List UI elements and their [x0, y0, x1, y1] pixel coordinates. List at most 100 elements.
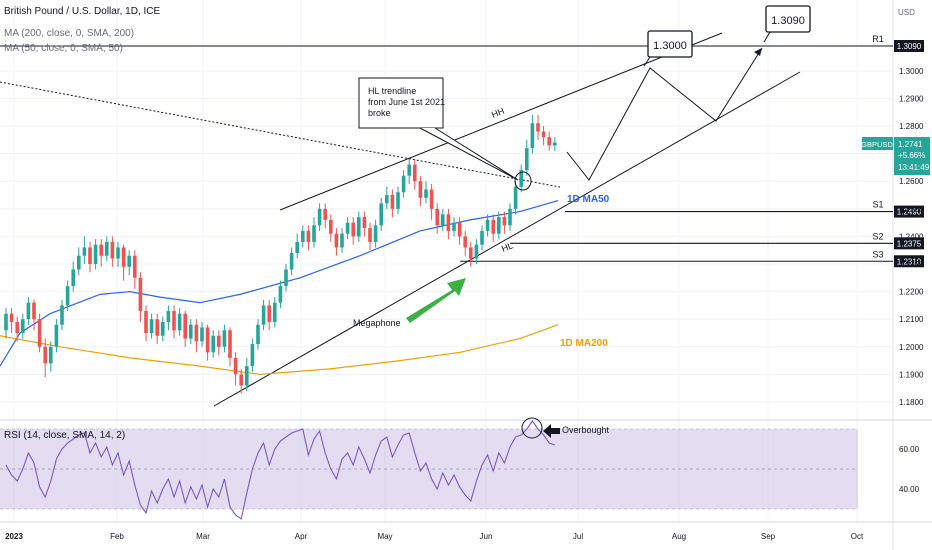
candle-body [396, 192, 400, 209]
overbought-arrow [543, 424, 560, 438]
candle-body [485, 219, 490, 231]
candle-body [351, 222, 355, 237]
candle-body [37, 319, 42, 347]
candle-body [82, 247, 87, 256]
candle-body [469, 247, 473, 259]
candle-body [362, 217, 367, 229]
candle-body [116, 247, 120, 259]
price-tick-label: 1.2600 [899, 177, 924, 186]
level-price-label: 1.2375 [897, 239, 922, 248]
candle-body [474, 244, 479, 259]
candle-body [519, 170, 523, 187]
target1-label: 1.3000 [653, 40, 687, 52]
candle-body [301, 230, 305, 242]
level-price-tag [894, 40, 924, 52]
candle-body [497, 217, 501, 234]
candle-body [357, 217, 361, 237]
candle-body [418, 181, 423, 198]
support-resistance-levels: R1 1.3090 S1 1.2490 S2 1.2375 S3 1.2310 [0, 34, 924, 268]
candle-body [99, 244, 103, 256]
level-name-r1: R1 [872, 34, 884, 44]
rsi-panel: Overbought [0, 417, 858, 520]
candle-body [71, 269, 75, 287]
target1-box [647, 30, 693, 58]
price-tick-label: 1.1900 [899, 370, 924, 379]
ticker-price-bg [894, 137, 930, 175]
currency-label: USD [898, 8, 915, 17]
ma-line [0, 199, 559, 367]
level-name-s1: S1 [872, 200, 883, 210]
level-price-label: 1.2490 [897, 208, 922, 217]
hl-trendline [213, 71, 801, 407]
candle-body [77, 255, 81, 270]
level-price-tag [894, 237, 924, 250]
candle-body [194, 324, 199, 342]
candle-body [401, 175, 406, 193]
candle-body [513, 186, 518, 209]
candle-body [49, 346, 53, 364]
candle-body [200, 327, 204, 342]
time-tick-label: Jul [573, 532, 583, 541]
price-tick-label: 1.2300 [899, 260, 924, 269]
note-pointer [419, 127, 519, 181]
candle-body [239, 374, 243, 386]
candle-body [256, 324, 260, 345]
time-tick-label: Oct [851, 532, 864, 541]
candle-body [32, 302, 36, 320]
candle-body [183, 313, 187, 339]
ticker-box: GBPUSD 1.2741 +5.66% 13:41:49 [861, 137, 930, 175]
candle-body [390, 195, 395, 209]
candle-body [88, 247, 92, 265]
candle-body [536, 123, 540, 132]
candle-body [480, 230, 484, 245]
ticker-countdown: 13:41:49 [898, 163, 930, 172]
ticker-change: +5.66% [898, 151, 925, 160]
candle-body [166, 310, 171, 322]
candle-body [452, 222, 456, 231]
candle-body [323, 208, 327, 220]
level-price-label: 1.3090 [897, 42, 922, 51]
rsi-legend: RSI (14, close, SMA, 14, 2) [4, 430, 126, 441]
ticker-symbol: GBPUSD [861, 140, 893, 149]
candle-body [379, 203, 383, 226]
projection-line [566, 47, 763, 181]
ma-line [0, 324, 559, 376]
trendline-note-line: broke [368, 108, 391, 118]
hl-label: HL [500, 240, 514, 254]
candle-body [222, 330, 227, 347]
time-tick-label: Sep [761, 532, 776, 541]
candle-body [429, 189, 434, 209]
target1-pointer [643, 56, 651, 67]
candle-body [26, 302, 31, 320]
ma50-legend: MA (50, close, 0, SMA, 50) [4, 43, 123, 54]
candle-body [446, 214, 451, 231]
candle-body [133, 255, 137, 278]
level-name-s3: S3 [872, 249, 883, 259]
candle-body [110, 241, 115, 259]
time-tick-label: Jun [480, 532, 493, 541]
rsi-tick-label: 40.00 [899, 485, 920, 494]
note-box [358, 77, 444, 129]
candle-body [54, 324, 59, 347]
price-tick-label: 1.2200 [899, 288, 924, 297]
price-tick-label: 1.3000 [899, 67, 924, 76]
candle-body [250, 344, 255, 367]
candle-body [547, 137, 551, 146]
candle-body [278, 286, 283, 303]
candle-body [407, 164, 411, 176]
target2-label: 1.3090 [771, 15, 805, 27]
candle-body [9, 313, 14, 322]
candle-body [177, 313, 182, 331]
target2-box [765, 5, 811, 33]
time-tick-label: Apr [295, 532, 308, 541]
ticker-symbol-bg [862, 137, 893, 150]
projection-arrowhead [754, 48, 762, 56]
trendlines [0, 32, 801, 407]
candle-body [60, 305, 64, 325]
trendline-note-line: from June 1st 2021 [368, 97, 445, 107]
megaphone-label: Megaphone [353, 318, 401, 328]
candle-body [424, 189, 428, 198]
candle-body [284, 269, 288, 287]
